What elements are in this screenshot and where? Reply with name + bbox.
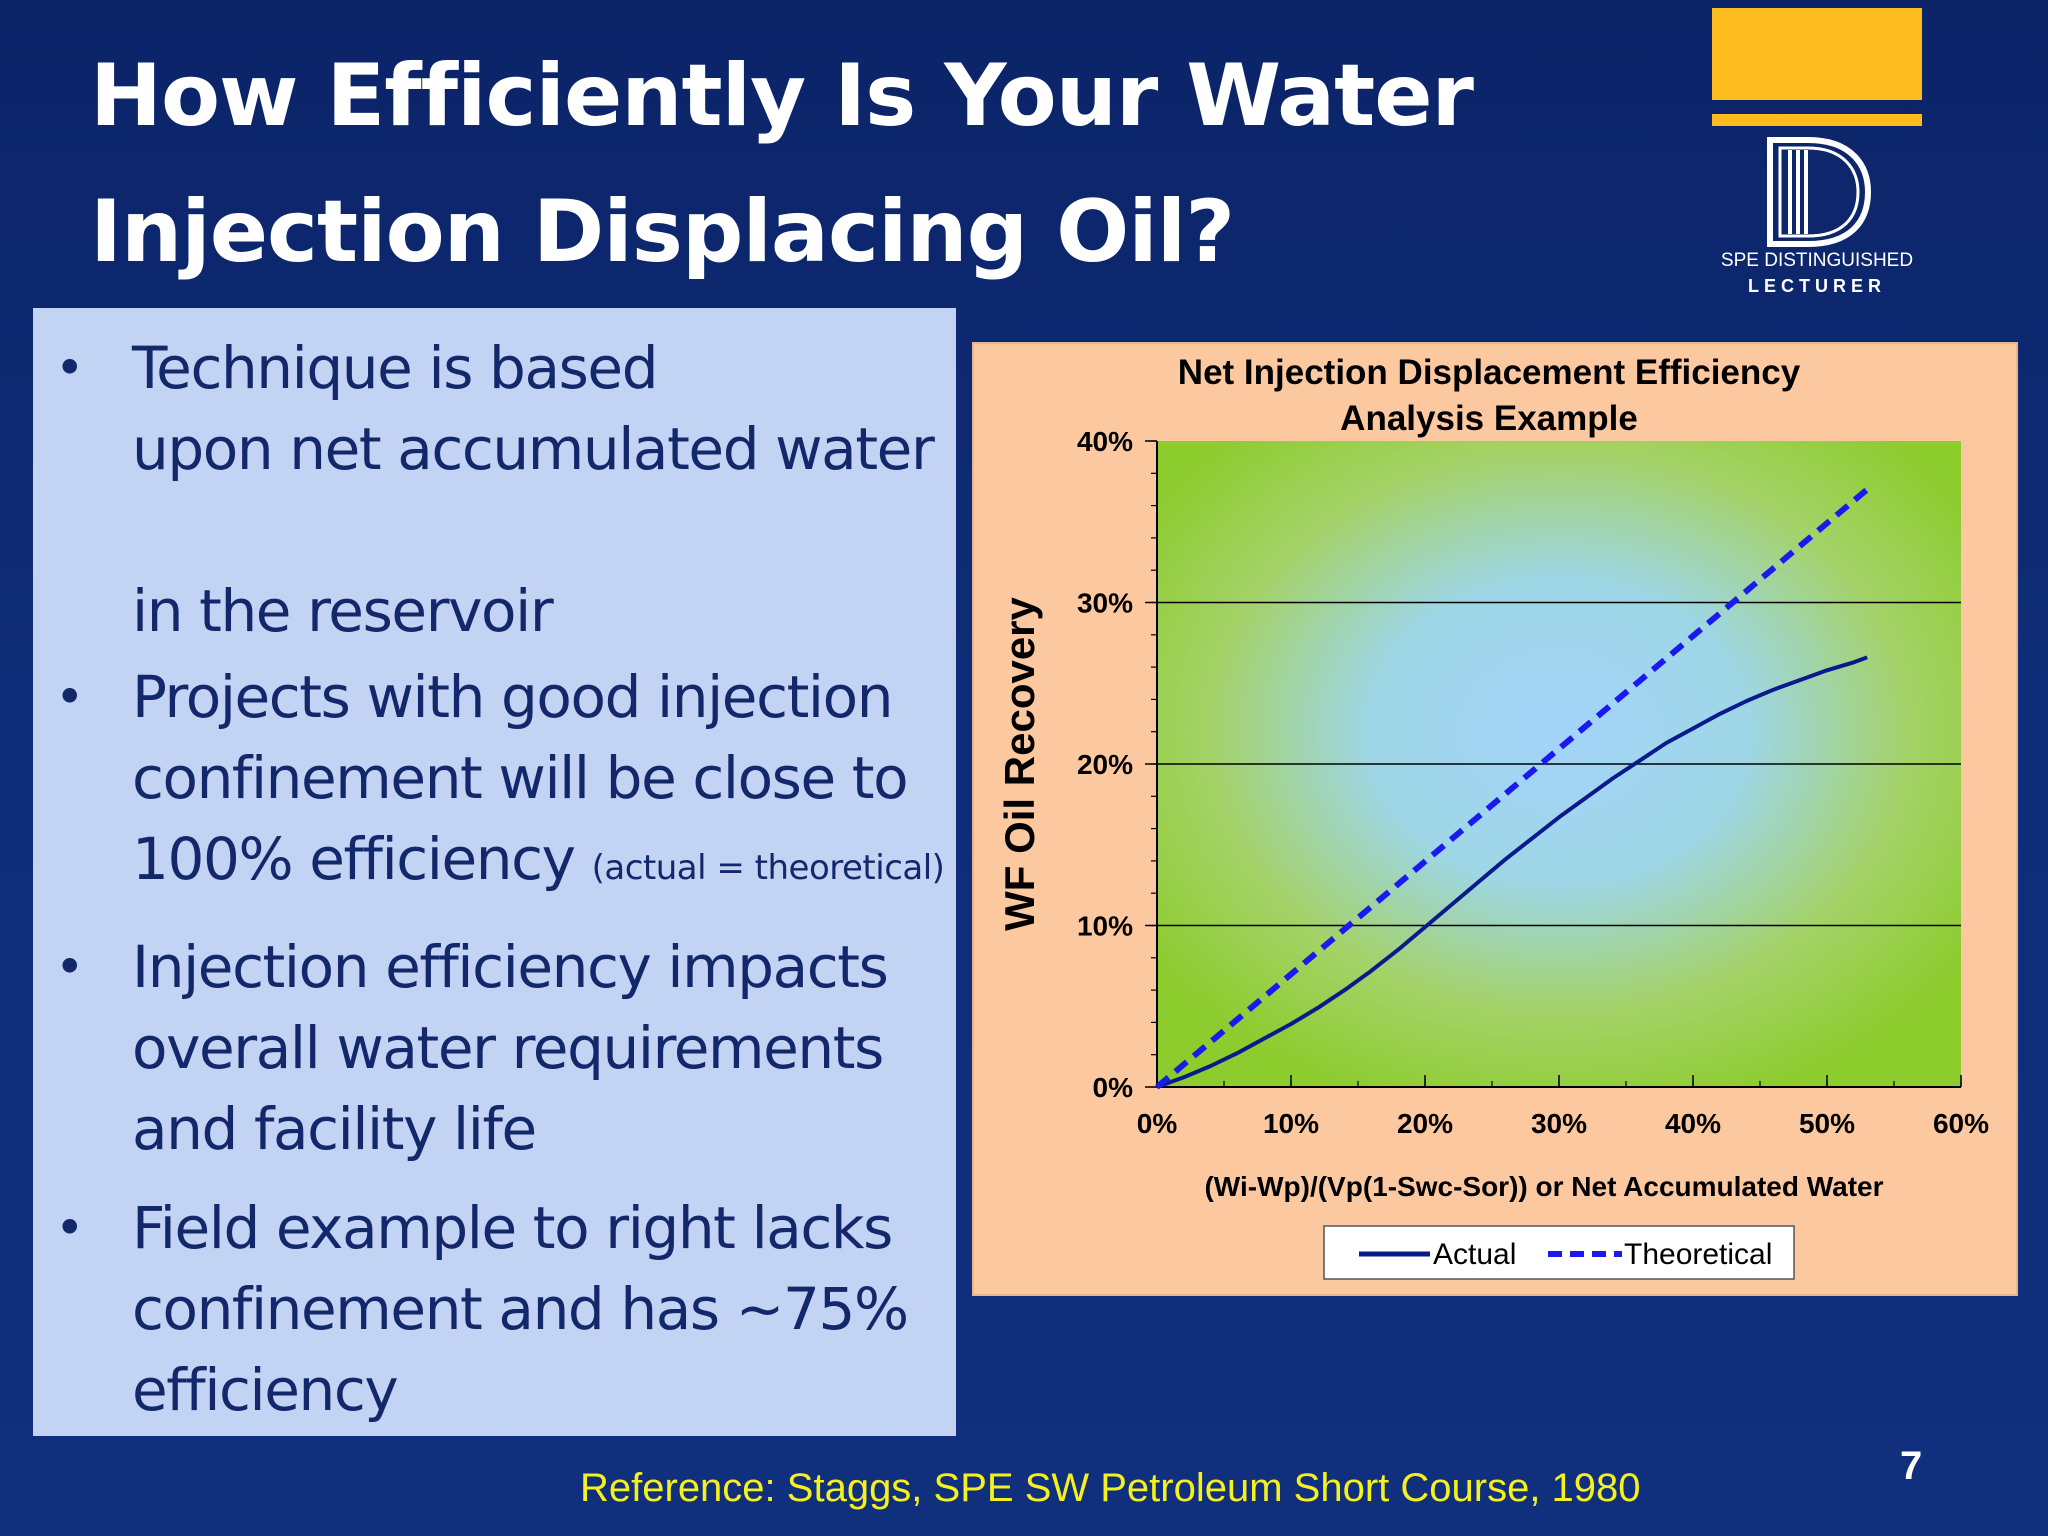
bullet-item: • Injection efficiency impacts overall w… <box>33 927 956 1170</box>
y-tick-label: 0% <box>1093 1072 1134 1103</box>
y-tick-label: 20% <box>1077 749 1133 780</box>
grid-layer <box>1157 601 1961 927</box>
y-tick-label: 30% <box>1077 588 1133 619</box>
bullet-item: • Technique is based upon net accumulate… <box>33 328 956 652</box>
bullet-line <box>132 490 946 571</box>
bullet-line: efficiency <box>132 1356 399 1424</box>
spe-d-icon <box>1767 137 1872 247</box>
bullet-dot-icon: • <box>55 938 84 996</box>
bullet-line: Technique is based <box>132 334 659 402</box>
x-axis-label: (Wi-Wp)/(Vp(1-Swc-Sor)) or Net Accumulat… <box>1204 1171 1883 1202</box>
bullet-line: Injection efficiency impacts <box>132 933 889 1001</box>
chart-legend: Actual Theoretical <box>1323 1225 1795 1280</box>
spe-distinguished-lecturer-logo: SPE DISTINGUISHED LECTURER <box>1712 8 1922 308</box>
logo-text-lecturer: LECTURER <box>1748 276 1886 296</box>
x-tick-label: 40% <box>1665 1108 1721 1139</box>
series-line-actual <box>1156 655 1868 1089</box>
slide-title: How Efficiently Is Your Water Injection … <box>90 28 1650 300</box>
bullet-panel: • Technique is based upon net accumulate… <box>33 308 956 1436</box>
y-tick-label: 10% <box>1077 911 1133 942</box>
series-layer <box>1155 487 1870 1090</box>
x-tick-label: 30% <box>1531 1108 1587 1139</box>
bullet-line: and facility life <box>132 1095 537 1163</box>
bullet-line: overall water requirements <box>132 1014 884 1082</box>
bullet-note: (actual = theoretical) <box>591 848 945 888</box>
bullet-line: Field example to right lacks <box>132 1194 893 1262</box>
x-tick-label: 50% <box>1799 1108 1855 1139</box>
page-number: 7 <box>1900 1444 1923 1488</box>
x-tick-label: 0% <box>1137 1108 1178 1139</box>
bullet-dot-icon: • <box>55 339 84 397</box>
logo-text-distinguished: SPE DISTINGUISHED <box>1720 250 1914 271</box>
axis-layer: 0% 10% 20% 30% 40% 0% 10% 20% 30% 40% 50% 60% <box>1077 426 1989 1139</box>
slide-title-line1: How Efficiently Is Your Water <box>90 46 1474 146</box>
legend-actual-label: Actual <box>1433 1238 1516 1271</box>
logo-gold-bar <box>1712 8 1922 100</box>
chart-title: Net Injection Displacement Efficiency <box>1178 353 1801 392</box>
reference-citation: Reference: Staggs, SPE SW Petroleum Shor… <box>580 1466 1641 1510</box>
bullet-item: • Projects with good injection confineme… <box>33 657 956 909</box>
slide-title-line2: Injection Displacing Oil? <box>90 182 1235 282</box>
bullet-dot-icon: • <box>55 668 84 726</box>
bullet-item: • Field example to right lacks confineme… <box>33 1188 956 1431</box>
bullet-dot-icon: • <box>55 1199 84 1257</box>
bullet-line: in the reservoir <box>132 577 554 645</box>
chart-subtitle: Analysis Example <box>1340 399 1638 438</box>
bullet-line-with-note: 100% efficiency (actual = theoretical) <box>132 819 946 909</box>
bullet-line: confinement will be close to <box>132 744 909 812</box>
y-tick-label: 40% <box>1077 426 1133 457</box>
bullet-list: • Technique is based upon net accumulate… <box>33 328 956 1431</box>
y-axis-label: WF Oil Recovery <box>996 596 1043 930</box>
logo-gold-stripe <box>1712 114 1922 126</box>
bullet-line: 100% efficiency <box>132 825 576 893</box>
x-tick-label: 10% <box>1263 1108 1319 1139</box>
chart-panel: Net Injection Displacement Efficiency An… <box>972 342 2018 1296</box>
x-tick-label: 60% <box>1933 1108 1989 1139</box>
bullet-line: upon net accumulated water <box>132 415 935 483</box>
legend-theoretical-label: Theoretical <box>1624 1238 1772 1271</box>
bullet-line: confinement and has ~75% <box>132 1275 909 1343</box>
series-line-theoretical <box>1155 487 1870 1090</box>
bullet-line: Projects with good injection <box>132 663 893 731</box>
line-chart: Net Injection Displacement Efficiency An… <box>996 353 1989 1280</box>
x-tick-label: 20% <box>1397 1108 1453 1139</box>
